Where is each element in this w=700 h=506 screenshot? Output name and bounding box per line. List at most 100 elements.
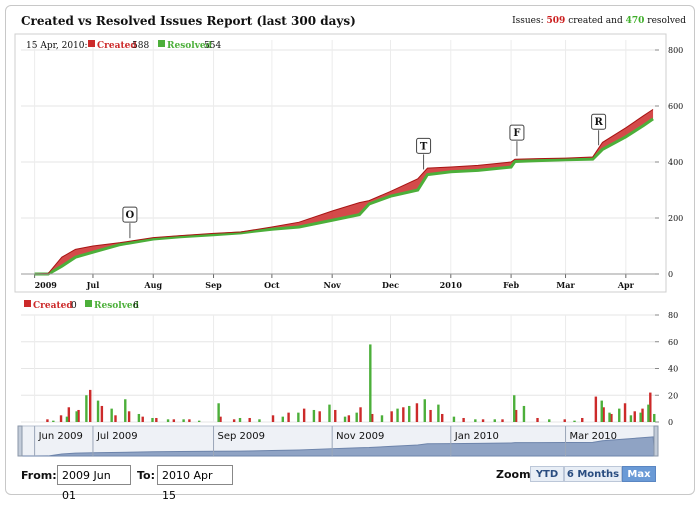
resolved-bar [548,419,551,422]
main-legend: 15 Apr, 2010: [26,41,88,51]
created-bar [563,419,566,422]
created-bar [287,412,290,422]
resolved-bar [600,400,603,422]
resolved-bar [653,413,656,422]
created-bar [127,411,131,422]
created-bar [77,409,80,422]
resolved-bar [629,415,633,422]
annotation-flag [591,113,607,130]
resolved-bar [423,399,426,422]
main-x-tick-label: 2010 [440,280,463,290]
bar-y-tick-label: 40 [668,365,678,374]
from-label: From: [21,469,57,482]
created-bar [514,409,518,422]
resolved-bar [297,412,300,422]
main-x-tick-label: Dec [382,280,399,290]
resolved-bar [608,412,611,422]
resolved-total: 470 [625,16,645,26]
created-bar [334,409,337,422]
created-bar [610,413,613,422]
created-bar [415,403,419,422]
zoom-max-button[interactable]: Max [622,466,656,482]
resolved-bar [312,409,316,422]
main-y-tick-label: 800 [668,46,683,55]
legend-created-value: 588 [132,41,149,51]
bar-legend-resolved-value: 6 [133,301,139,311]
created-bar [59,415,63,422]
created-bar [371,413,374,422]
resolved-bar [355,412,358,422]
navigator-label: Jul 2009 [96,431,138,442]
created-bar [441,413,444,422]
created-bar [141,416,144,422]
bar-y-tick-label: 80 [668,311,678,320]
resolved-bar [96,400,100,422]
zoom-6-months-button[interactable]: 6 Months [564,466,622,482]
created-total: 509 [546,16,566,26]
to-label: To: [137,469,155,482]
main-y-tick-label: 0 [668,270,673,279]
from-date-input[interactable]: 2009 Jun 01 [57,465,131,502]
report-title: Created vs Resolved Issues Report (last … [21,14,356,28]
created-bar [623,403,627,422]
bar-legend-resolved-swatch [85,300,92,307]
main-y-tick-label: 600 [668,102,683,111]
created-bar [602,407,605,422]
annotation-flag [509,124,525,141]
to-date-input[interactable]: 2010 Apr 15 [157,465,233,502]
created-bar [232,419,236,422]
bar-y-tick-label: 0 [668,418,673,427]
bar-y-tick-label: 20 [668,391,678,400]
bar-legend-created-label: Created [33,301,73,311]
main-plot-area [21,40,655,274]
created-bar [633,411,636,422]
created-bar [318,411,321,422]
resolved-bar [522,405,526,422]
created-bar [100,405,104,422]
legend-resolved-value: 554 [204,41,221,51]
resolved-bar [151,417,154,422]
navigator-label: Sep 2009 [218,431,265,442]
summary-suffix: resolved [647,16,686,26]
annotation-flag [122,206,138,223]
resolved-bar [182,419,185,422]
main-x-tick-label: Feb [503,280,519,290]
created-bar [429,409,432,422]
bar-legend-resolved-label: Resolved [94,301,140,311]
created-bar [271,415,275,422]
resolved-bar [238,417,242,422]
resolved-bar [380,415,384,422]
created-bar [89,389,92,422]
created-bar [581,417,584,422]
navigator-area [21,436,656,457]
resolved-bar [75,411,78,422]
annotation-flag-label: O [126,210,135,221]
main-x-tick-label: Aug [143,280,162,290]
main-x-tick-label: Nov [324,280,342,290]
main-x-tick-label: Apr [617,280,635,290]
annotation-flag-label: F [513,128,520,139]
resolved-bar [343,416,347,422]
legend-resolved-label: Resolved [167,41,213,51]
summary-prefix: Issues: [512,16,544,26]
resolved-bar [328,404,331,422]
main-x-tick-label: Sep [205,280,222,290]
zoom-label: Zoom: [496,468,535,481]
created-bar [155,417,158,422]
resolved-bar [474,419,477,422]
resolved-bar [166,419,170,422]
resolved-bar [369,344,372,422]
resolved-bar [137,413,141,422]
legend-created-swatch [88,40,95,47]
annotation-flag [416,137,432,154]
created-bar [390,411,393,422]
issues-summary: Issues: 509 created and 470 resolved [512,16,686,26]
created-bar [46,419,49,422]
created-bar [67,407,71,422]
created-line [34,108,654,275]
zoom-ytd-button[interactable]: YTD [530,466,564,482]
resolved-bar [110,408,113,422]
created-bar [302,408,306,422]
resolved-bar [65,416,69,422]
